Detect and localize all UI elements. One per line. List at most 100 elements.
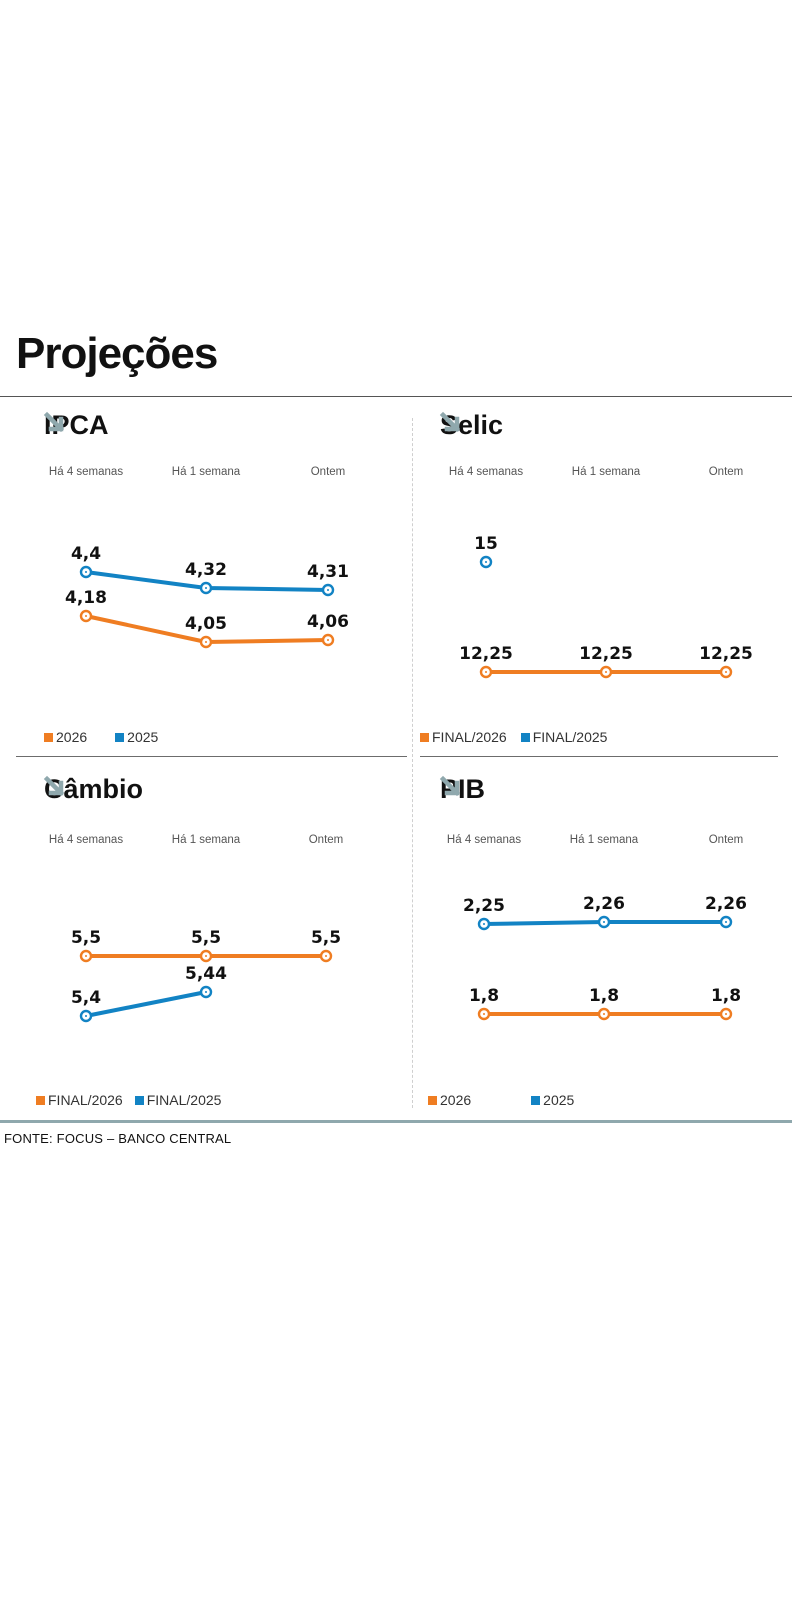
legend-label: 2025 bbox=[127, 729, 159, 745]
data-label: 2,25 bbox=[463, 896, 505, 916]
title-divider bbox=[0, 396, 792, 397]
data-label: 4,31 bbox=[307, 562, 349, 582]
data-point-center bbox=[327, 589, 329, 591]
legend-swatch bbox=[44, 732, 53, 742]
chart-legend: 2026 2025 bbox=[44, 729, 176, 745]
data-label: 5,5 bbox=[71, 928, 101, 948]
x-tick-label: Há 1 semana bbox=[572, 466, 641, 478]
data-label: 4,05 bbox=[185, 614, 227, 634]
legend-item: FINAL/2025 bbox=[520, 729, 608, 745]
legend-swatch bbox=[134, 1095, 144, 1105]
legend-item: FINAL/2026 bbox=[420, 729, 507, 745]
data-point-center bbox=[725, 671, 727, 673]
data-point-center bbox=[485, 561, 487, 563]
data-point-center bbox=[205, 991, 207, 993]
legend-item: 2025 bbox=[115, 729, 158, 745]
bottom-divider bbox=[0, 1120, 792, 1123]
data-point-center bbox=[205, 955, 207, 957]
x-tick-label: Ontem bbox=[709, 834, 744, 846]
data-point-center bbox=[483, 923, 485, 925]
x-tick-label: Há 4 semanas bbox=[49, 466, 123, 478]
legend-item: 2026 bbox=[44, 729, 87, 745]
down-right-arrow-icon bbox=[439, 775, 461, 797]
data-label: 12,25 bbox=[579, 644, 633, 664]
data-point-center bbox=[603, 1013, 605, 1015]
chart-title-row: Câmbio bbox=[43, 775, 143, 803]
legend-swatch bbox=[420, 732, 429, 742]
legend-swatch bbox=[428, 1095, 437, 1105]
chart-title: PIB bbox=[440, 774, 486, 804]
legend-item: 2025 bbox=[531, 1092, 574, 1108]
legend-label: FINAL/2026 bbox=[432, 729, 507, 745]
chart-panel-cambio: Câmbio Há 4 semanas Há 1 semana Ontem 5,4 5,… bbox=[0, 776, 396, 1136]
data-point-center bbox=[725, 1013, 727, 1015]
data-label: 4,06 bbox=[307, 612, 349, 632]
legend-label: FINAL/2026 bbox=[48, 1092, 123, 1108]
data-point-center bbox=[85, 1015, 87, 1017]
down-right-arrow-icon bbox=[43, 775, 65, 797]
data-label: 1,8 bbox=[589, 986, 619, 1006]
data-label: 1,8 bbox=[711, 986, 741, 1006]
x-tick-label: Ontem bbox=[309, 834, 344, 846]
data-label: 4,18 bbox=[65, 588, 107, 608]
x-tick-label: Há 4 semanas bbox=[49, 834, 123, 846]
row-divider-right bbox=[420, 756, 778, 757]
x-tick-label: Ontem bbox=[709, 466, 744, 478]
data-point-center bbox=[725, 921, 727, 923]
x-tick-label: Há 4 semanas bbox=[447, 834, 521, 846]
data-point-center bbox=[483, 1013, 485, 1015]
data-point-center bbox=[85, 615, 87, 617]
data-label: 5,4 bbox=[71, 988, 101, 1008]
chart-panel-pib: PIB Há 4 semanas Há 1 semana Ontem 2,25 2,26… bbox=[396, 776, 792, 1136]
source-note: FONTE: FOCUS – BANCO CENTRAL bbox=[4, 1131, 232, 1146]
data-label: 2,26 bbox=[705, 894, 747, 914]
legend-item: FINAL/2026 bbox=[36, 1092, 123, 1108]
chart-plot: Há 4 semanas Há 1 semana Ontem 5,4 5,44 5,5 5,… bbox=[49, 834, 344, 1023]
chart-title-row: Selic bbox=[439, 411, 503, 439]
legend-swatch bbox=[520, 732, 530, 742]
data-label: 1,8 bbox=[469, 986, 499, 1006]
legend-item: FINAL/2025 bbox=[134, 1092, 222, 1108]
data-point-center bbox=[603, 921, 605, 923]
x-tick-label: Há 4 semanas bbox=[449, 466, 523, 478]
data-label: 4,32 bbox=[185, 560, 227, 580]
row-divider-left bbox=[16, 756, 407, 757]
legend-swatch bbox=[531, 1095, 541, 1105]
legend-label: FINAL/2025 bbox=[532, 729, 608, 745]
data-point-center bbox=[605, 671, 607, 673]
data-label: 15 bbox=[474, 534, 498, 554]
chart-panel-ipca: IPCA Há 4 semanas Há 1 semana Ontem 4,4 4,32… bbox=[0, 412, 396, 772]
chart-legend: FINAL/2026 FINAL/2025 bbox=[420, 729, 625, 745]
chart-plot: Há 4 semanas Há 1 semana Ontem 15 12,25 12,25… bbox=[449, 466, 753, 679]
data-label: 12,25 bbox=[459, 644, 513, 664]
data-point-center bbox=[327, 639, 329, 641]
page-title: Projeções bbox=[16, 329, 218, 378]
x-tick-label: Ontem bbox=[311, 466, 346, 478]
data-point-center bbox=[85, 955, 87, 957]
chart-plot: Há 4 semanas Há 1 semana Ontem 2,25 2,26 2,26… bbox=[447, 834, 747, 1021]
legend-label: 2026 bbox=[56, 729, 88, 745]
down-right-arrow-icon bbox=[439, 411, 461, 433]
chart-legend: FINAL/2026 FINAL/2025 bbox=[36, 1092, 239, 1108]
data-label: 5,5 bbox=[311, 928, 341, 948]
x-tick-label: Há 1 semana bbox=[570, 834, 639, 846]
series-line bbox=[84, 990, 208, 1018]
chart-title-row: IPCA bbox=[43, 411, 109, 439]
chart-plot: Há 4 semanas Há 1 semana Ontem 4,4 4,32 4,31 4… bbox=[49, 466, 349, 649]
data-point-center bbox=[485, 671, 487, 673]
data-label: 5,44 bbox=[185, 964, 227, 984]
data-point-center bbox=[205, 641, 207, 643]
chart-legend: 2026 2025 bbox=[428, 1092, 592, 1108]
data-point-center bbox=[85, 571, 87, 573]
legend-label: FINAL/2025 bbox=[146, 1092, 222, 1108]
data-point-center bbox=[325, 955, 327, 957]
chart-title-row: PIB bbox=[439, 774, 486, 804]
data-label: 2,26 bbox=[583, 894, 625, 914]
data-label: 12,25 bbox=[699, 644, 753, 664]
data-label: 4,4 bbox=[71, 544, 101, 564]
down-right-arrow-icon bbox=[43, 411, 65, 433]
data-label: 5,5 bbox=[191, 928, 221, 948]
x-tick-label: Há 1 semana bbox=[172, 834, 241, 846]
legend-swatch bbox=[115, 732, 125, 742]
legend-label: 2025 bbox=[543, 1092, 575, 1108]
